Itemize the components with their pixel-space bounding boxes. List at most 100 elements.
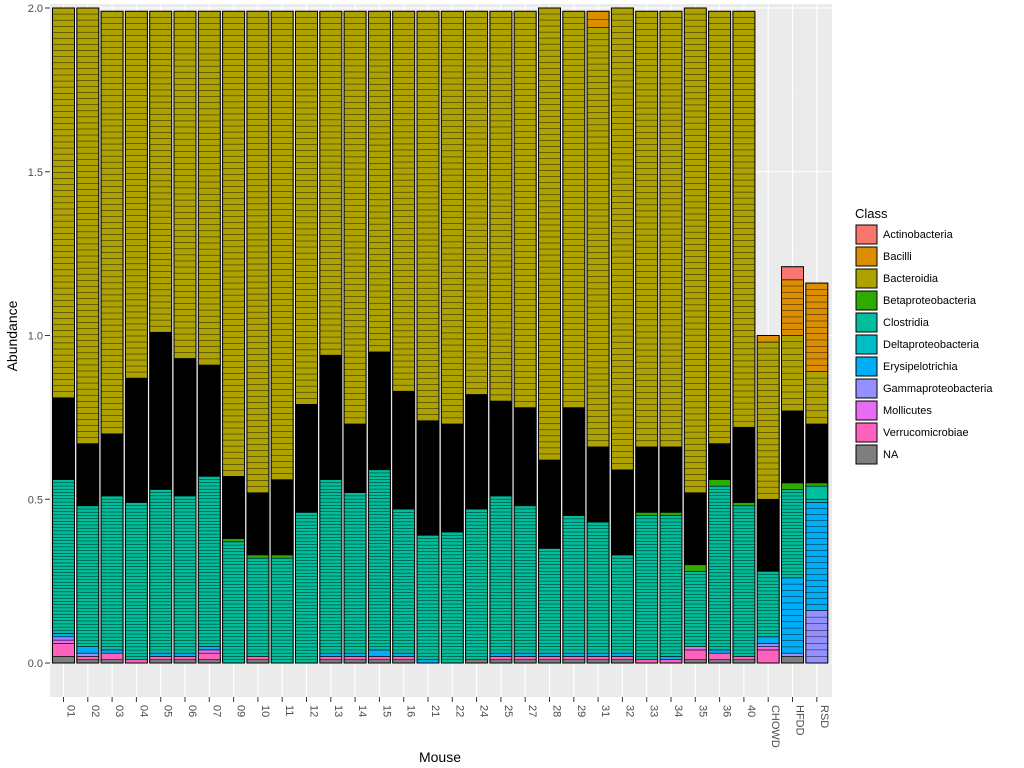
bar-segment-betaproteobacteria	[683, 564, 707, 572]
bar-segment-bacilli	[781, 279, 804, 336]
legend-swatch	[855, 246, 878, 267]
legend-label: Actinobacteria	[883, 229, 954, 241]
legend-swatch	[855, 268, 878, 289]
bar-outline	[781, 266, 804, 664]
bar-segment-unclassified	[440, 423, 464, 533]
legend-swatch	[855, 400, 878, 421]
bar-segment-betaproteobacteria	[781, 482, 804, 490]
bar-segment-clostridia	[173, 495, 197, 654]
bar-05	[149, 10, 173, 664]
bar-outline	[513, 10, 537, 664]
x-tick-label: 15	[380, 705, 392, 717]
x-tick-label: 02	[89, 705, 101, 717]
legend-swatch	[855, 224, 878, 245]
bar-segment-erysipelotrichia	[611, 652, 634, 657]
bar-segment-clostridia	[222, 541, 245, 664]
bar-segment-verrucomicrobiae	[586, 656, 610, 661]
bar-segment-verrucomicrobiae	[562, 656, 586, 661]
bar-segment-verrucomicrobiae	[756, 649, 780, 664]
bar-segment-unclassified	[343, 423, 367, 493]
bar-10	[246, 10, 270, 664]
legend-label: Clostridia	[883, 317, 930, 329]
bar-segment-na	[781, 656, 804, 664]
bar-segment-betaproteobacteria	[270, 554, 294, 559]
bar-segment-bacilli	[756, 335, 780, 343]
y-axis: 0.0 0.5 1.0 1.5 2.0	[28, 3, 50, 670]
bar-segment-unclassified	[76, 443, 100, 507]
legend-swatch	[855, 444, 878, 465]
y-tick-label: 2.0	[28, 3, 43, 15]
y-axis-title: Abundance	[4, 300, 20, 371]
x-tick-label: 10	[259, 705, 271, 717]
bar-outline	[149, 10, 173, 664]
bar-segment-verrucomicrobiae	[368, 656, 391, 661]
bar-segment-erysipelotrichia	[76, 646, 100, 654]
bar-outline	[76, 7, 100, 664]
bar-segment-unclassified	[52, 397, 75, 480]
bar-28	[538, 7, 561, 664]
legend-swatch	[855, 378, 878, 399]
x-tick-label: 12	[308, 705, 320, 717]
bar-segment-unclassified	[562, 407, 586, 516]
x-tick-label: 09	[235, 705, 247, 717]
bar-outline	[197, 10, 221, 664]
x-tick-label: 05	[162, 705, 174, 717]
y-tick-label: 1.5	[28, 167, 43, 179]
bar-segment-unclassified	[416, 420, 440, 536]
bar-outline	[683, 7, 707, 664]
x-tick-label: 27	[526, 705, 538, 717]
bar-outline	[343, 10, 367, 664]
bar-22	[440, 10, 464, 664]
bar-segment-unclassified	[513, 407, 537, 507]
bar-segment-bacteroidia	[295, 10, 318, 405]
x-tick-label: 31	[599, 705, 611, 717]
bar-segment-erysipelotrichia	[538, 652, 561, 657]
bar-outline	[732, 10, 756, 664]
legend-label: Bacteroidia	[883, 273, 939, 285]
bar-segment-erysipelotrichia	[100, 649, 124, 654]
x-tick-label: 16	[405, 705, 417, 717]
bar-segment-na	[52, 656, 75, 664]
x-tick-label: 22	[453, 705, 465, 717]
bar-outline	[222, 10, 246, 664]
bar-segment-bacteroidia	[538, 7, 561, 461]
bar-segment-bacteroidia	[222, 10, 245, 477]
bar-segment-gammaproteobacteria	[76, 652, 100, 657]
bar-24	[465, 10, 489, 664]
bar-segment-betaproteobacteria	[732, 502, 756, 507]
bar-segment-mollicutes	[52, 639, 75, 644]
bar-segment-gammaproteobacteria	[756, 643, 780, 647]
bar-27	[513, 10, 537, 664]
x-axis-title: Mouse	[419, 749, 461, 765]
bar-outline	[635, 10, 659, 664]
bar-segment-erysipelotrichia	[343, 652, 367, 657]
bar-CHOWD	[756, 335, 780, 664]
x-tick-label: 32	[623, 705, 635, 717]
bar-12	[295, 10, 318, 664]
bar-segment-unclassified	[683, 492, 707, 566]
legend-title: Class	[855, 206, 888, 221]
bar-segment-unclassified	[781, 410, 804, 484]
bar-11	[270, 10, 294, 664]
legend-label: Betaproteobacteria	[883, 295, 977, 307]
bar-outline	[173, 10, 197, 664]
bar-segment-erysipelotrichia	[489, 652, 513, 657]
legend-label: Erysipelotrichia	[883, 361, 958, 373]
bar-segment-verrucomicrobiae	[100, 652, 124, 661]
bar-segment-unclassified	[100, 433, 124, 497]
bar-segment-betaproteobacteria	[246, 554, 270, 559]
y-tick-label: 0.0	[28, 658, 43, 670]
y-tick-label: 0.5	[28, 494, 43, 506]
bar-03	[100, 10, 124, 664]
bar-segment-bacteroidia	[732, 10, 756, 428]
bar-segment-verrucomicrobiae	[149, 656, 172, 661]
bar-segment-erysipelotrichia	[173, 652, 197, 657]
bar-25	[489, 10, 513, 664]
bar-31	[586, 10, 610, 664]
bar-33	[635, 10, 659, 664]
bar-segment-unclassified	[489, 400, 513, 497]
x-tick-label: 04	[137, 705, 149, 717]
bar-segment-unclassified	[465, 394, 488, 510]
x-tick-label: 29	[575, 705, 587, 717]
bar-outline	[538, 7, 561, 664]
